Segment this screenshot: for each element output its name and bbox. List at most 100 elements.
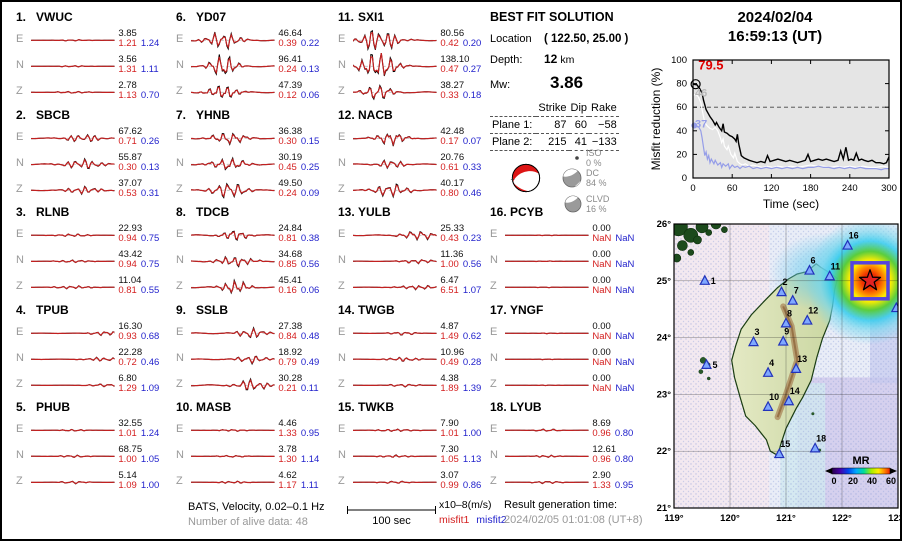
peak-amplitude-value: 0.00 <box>592 248 611 260</box>
channel-row: N 12.61 0.96 0.80 <box>490 442 642 468</box>
misfit1-value: 0.24 <box>278 64 297 75</box>
channel-label: E <box>490 228 498 240</box>
channel-row: Z 0.00 NaN NaN <box>490 273 642 299</box>
misfit1-value: 0.24 <box>278 188 297 199</box>
waveform-trace <box>190 255 276 268</box>
waveform-trace <box>30 259 116 264</box>
peak-amplitude-value: 16.30 <box>118 320 143 332</box>
channel-values: 18.92 0.79 0.49 <box>275 347 328 369</box>
station-header: 18. LYUB <box>490 400 642 416</box>
channel-label: N <box>338 449 346 461</box>
clvd-name: CLVD <box>586 194 610 204</box>
waveform-trace <box>190 54 276 76</box>
channel-values: 0.00 NaN NaN <box>589 275 642 297</box>
channel-label: Z <box>338 378 345 390</box>
misfit2-value: 0.23 <box>462 233 482 244</box>
col-rake: Rake <box>589 100 619 117</box>
station-block-pcyb: 16. PCYB E 0.00 NaN NaN N 0.00 NaN NaN Z 0.00 NaN NaN <box>490 205 642 299</box>
station-header: 9. SSLB <box>176 303 328 319</box>
channel-values: 55.87 0.30 0.13 <box>115 152 168 174</box>
channel-values: 0.00 NaN NaN <box>589 320 642 343</box>
channel-values: 27.38 0.84 0.48 <box>275 321 328 343</box>
channel-row: N 3.78 1.30 1.14 <box>176 442 328 468</box>
peak-amplitude-value: 30.28 <box>278 372 303 384</box>
waveform-trace <box>30 480 116 485</box>
waveform-trace <box>504 332 590 335</box>
peak-amplitude-value: 20.76 <box>440 151 465 163</box>
peak-amplitude-value: 45.41 <box>278 274 303 286</box>
station-number: 13. <box>338 205 355 219</box>
channel-label: N <box>338 352 346 364</box>
channel-row: N 43.42 0.94 0.75 <box>16 247 168 273</box>
misfit1-value: 1.13 <box>118 90 137 101</box>
misfit2-value: 0.62 <box>462 331 482 342</box>
x-tick-label: 300 <box>881 183 897 194</box>
channel-row: E 16.30 0.93 0.68 <box>16 319 168 345</box>
y-tick-label: 40 <box>676 126 687 137</box>
misfit1-value: 1.89 <box>440 383 459 394</box>
synthetic-waveform <box>30 480 115 485</box>
colorbar-title: MR <box>852 455 869 467</box>
peak-amplitude-value: 10.96 <box>440 346 465 358</box>
x-tick-label: 180 <box>803 183 819 194</box>
waveform-trace <box>352 454 438 458</box>
map-svg: 123456789101112131415161718MR020406026°2… <box>657 219 900 524</box>
channel-values: 68.75 1.00 1.05 <box>115 444 168 466</box>
channel-values: 34.68 0.85 0.56 <box>275 249 328 271</box>
misfit-values: 0.42 0.20 <box>440 38 490 50</box>
colorbar <box>831 467 891 475</box>
channel-label: E <box>176 33 184 45</box>
channel-label: Z <box>490 475 497 487</box>
map-station-number: 10 <box>769 392 779 402</box>
channel-label: Z <box>490 378 497 390</box>
channel-row: Z 6.80 1.29 1.09 <box>16 371 168 397</box>
misfit-reduction-chart: 79.5 46 37 0 20 40 60 80 100 0 60 120 180 240 300 Time … <box>647 50 900 218</box>
channel-values: 4.62 1.17 1.11 <box>275 470 328 492</box>
channel-values: 3.85 1.21 1.24 <box>115 28 168 50</box>
channel-row: E 0.00 NaN NaN <box>490 319 642 345</box>
waveform-trace <box>352 284 438 291</box>
misfit2-value: 0.28 <box>462 357 482 368</box>
channel-row: N 20.76 0.61 0.33 <box>338 150 490 176</box>
map-station-triangle-1 <box>699 274 711 285</box>
synthetic-waveform <box>190 454 275 458</box>
misfit-values: 0.81 0.55 <box>118 285 168 297</box>
channel-row: Z 30.28 0.21 0.11 <box>176 371 328 397</box>
channel-values: 96.41 0.24 0.13 <box>275 54 328 76</box>
misfit-values: 1.01 1.00 <box>440 428 490 440</box>
iso-pct: 0 % <box>586 158 602 168</box>
misfit2-value: 0.31 <box>140 188 160 199</box>
station-block-sslb: 9. SSLB E 27.38 0.84 0.48 N 18.92 0.79 0.49 Z 30.28… <box>176 303 328 397</box>
channel-label: E <box>338 131 346 143</box>
waveform-trace <box>30 157 116 170</box>
channel-label: Z <box>176 280 183 292</box>
map-station-number: 3 <box>755 327 760 337</box>
misfit2-value: 0.38 <box>300 233 320 244</box>
synthetic-waveform <box>352 383 437 388</box>
scalebar-icon <box>347 506 436 514</box>
misfit2-value: 0.13 <box>300 64 320 75</box>
station-block-tdcb: 8. TDCB E 24.84 0.81 0.38 N 34.68 0.85 0.56 Z 45.41… <box>176 205 328 299</box>
channel-values: 3.07 0.99 0.86 <box>437 470 490 492</box>
channel-values: 32.55 1.01 1.24 <box>115 418 168 440</box>
misfit1-value: 1.49 <box>440 331 459 342</box>
synthetic-waveform <box>190 256 275 267</box>
channel-row: N 22.28 0.72 0.46 <box>16 345 168 371</box>
alive-data-count: Number of alive data: 48 <box>188 516 308 528</box>
map-station-number: 11 <box>831 261 841 271</box>
peak-amplitude-value: 67.62 <box>118 125 143 137</box>
lon-tick-label: 121° <box>776 513 796 524</box>
colorbar-tick: 0 <box>831 476 836 486</box>
channel-values: 7.30 1.05 1.13 <box>437 444 490 466</box>
misfit-values: 1.31 1.11 <box>118 64 168 76</box>
map-station-number: 8 <box>787 308 792 318</box>
channel-label: N <box>176 59 184 71</box>
peak-amplitude-value: 22.93 <box>118 222 143 234</box>
misfit1-value: 0.85 <box>278 259 297 270</box>
waveform-trace <box>504 286 590 289</box>
iso-name: ISO <box>586 148 602 158</box>
map-station-number: 18 <box>816 433 826 443</box>
synthetic-waveform <box>190 183 275 198</box>
peak-amplitude-value: 0.00 <box>592 320 611 332</box>
